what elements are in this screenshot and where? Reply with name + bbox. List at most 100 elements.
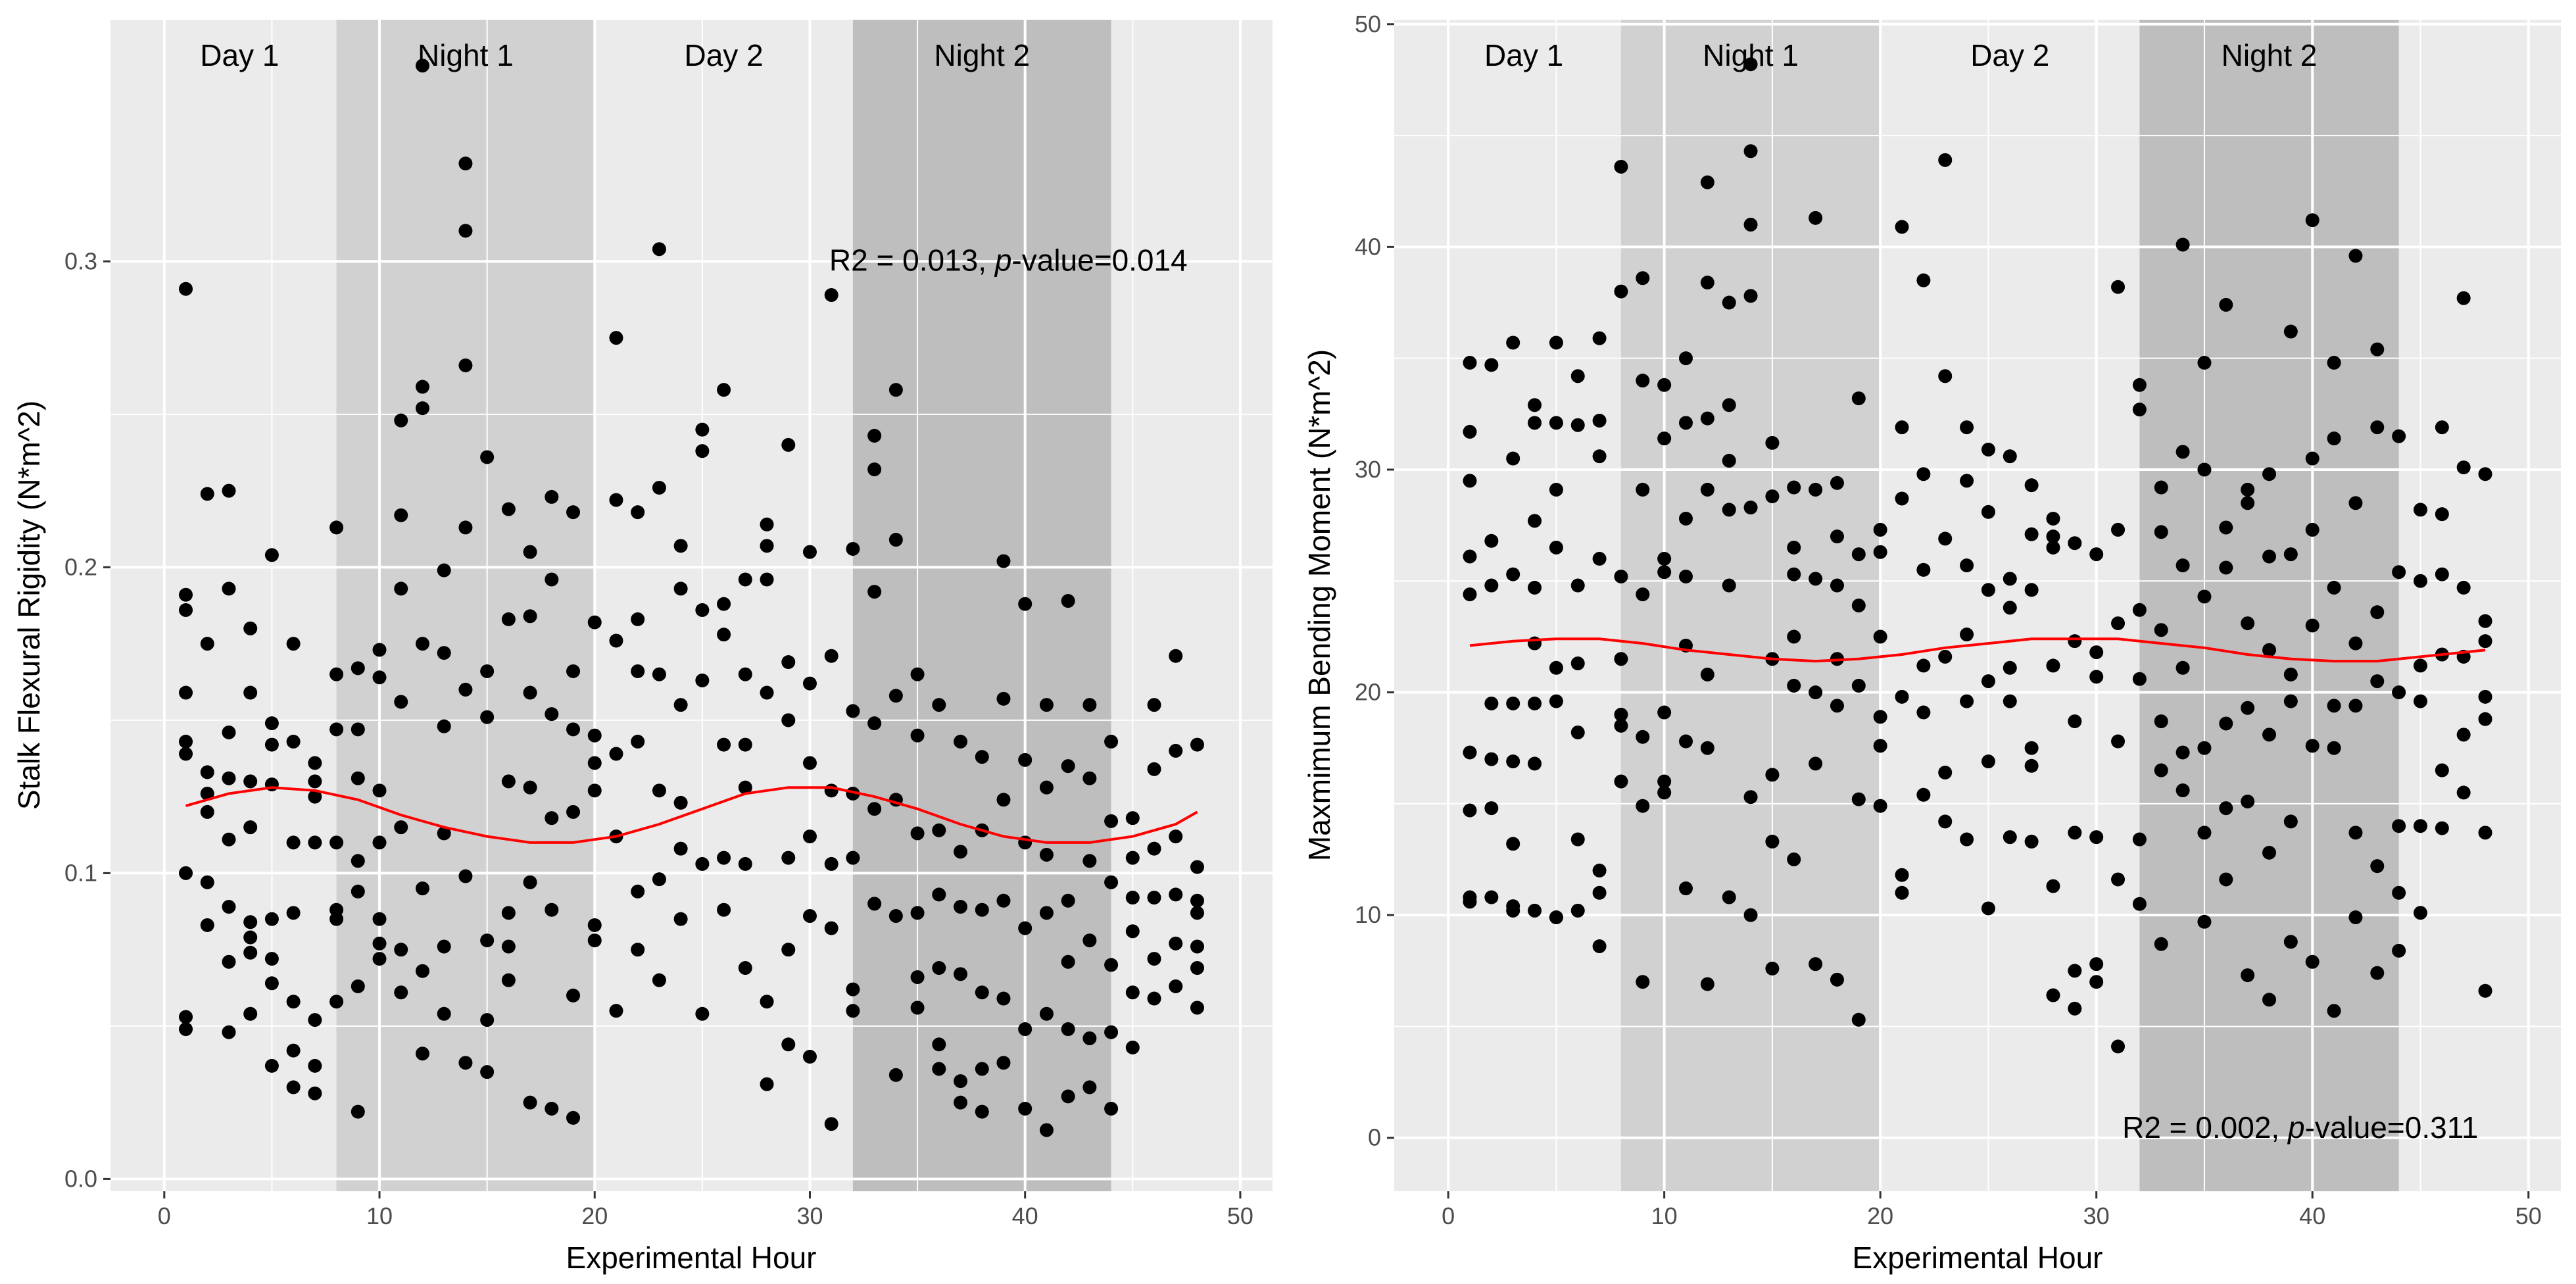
data-point bbox=[695, 1006, 710, 1021]
data-point bbox=[760, 1077, 774, 1091]
data-point bbox=[200, 765, 214, 779]
data-point bbox=[1147, 762, 1161, 776]
data-point bbox=[2089, 830, 2104, 845]
data-point bbox=[1549, 335, 1563, 350]
data-point bbox=[179, 1010, 193, 1024]
data-point bbox=[695, 444, 710, 458]
data-point bbox=[1190, 737, 1204, 752]
data-point bbox=[738, 737, 752, 752]
period-label: Night 1 bbox=[418, 38, 514, 72]
data-point bbox=[1895, 885, 1909, 900]
data-point bbox=[264, 1058, 279, 1073]
data-point bbox=[1082, 1080, 1097, 1095]
data-point bbox=[1873, 545, 1887, 559]
data-point bbox=[867, 585, 882, 599]
data-point bbox=[1528, 903, 1542, 918]
data-point bbox=[1570, 369, 1585, 383]
data-point bbox=[437, 826, 451, 841]
data-point bbox=[2478, 634, 2492, 649]
data-point bbox=[2327, 580, 2341, 595]
data-point bbox=[1104, 734, 1119, 749]
data-point bbox=[200, 637, 214, 651]
data-point bbox=[2024, 583, 2039, 597]
data-point bbox=[673, 581, 688, 596]
data-point bbox=[2175, 558, 2190, 573]
data-point bbox=[286, 1080, 301, 1095]
data-point bbox=[2046, 530, 2060, 544]
data-point bbox=[415, 964, 429, 978]
fit-line bbox=[1469, 637, 2486, 663]
data-point bbox=[631, 612, 645, 626]
data-point bbox=[1916, 705, 1931, 720]
data-point bbox=[2132, 378, 2147, 392]
data-point bbox=[243, 945, 258, 960]
data-point bbox=[1125, 851, 1140, 865]
data-point bbox=[2392, 565, 2406, 580]
data-point bbox=[179, 747, 193, 761]
data-point bbox=[1830, 530, 1844, 544]
data-point bbox=[2197, 355, 2212, 370]
data-point bbox=[545, 489, 559, 504]
data-point bbox=[2478, 614, 2492, 628]
data-point bbox=[1873, 630, 1887, 644]
x-axis-ticks: 0 10 20 30 40 50 bbox=[158, 1191, 1253, 1229]
data-point bbox=[1614, 284, 1628, 299]
x-tick-label: 50 bbox=[2515, 1202, 2542, 1229]
data-point bbox=[1700, 411, 1714, 426]
data-point bbox=[1679, 569, 1693, 583]
y-tick-label: 0.3 bbox=[64, 247, 97, 274]
data-point bbox=[2219, 520, 2233, 535]
data-point bbox=[1743, 218, 1758, 232]
data-point bbox=[1873, 739, 1887, 753]
data-point bbox=[760, 572, 774, 587]
data-point bbox=[673, 795, 688, 810]
data-point bbox=[631, 734, 645, 749]
data-point bbox=[264, 912, 279, 926]
data-point bbox=[2003, 572, 2017, 586]
data-point bbox=[566, 664, 581, 678]
data-point bbox=[351, 661, 365, 676]
data-point bbox=[2154, 937, 2168, 951]
data-point bbox=[351, 979, 365, 993]
data-point bbox=[1484, 358, 1499, 372]
data-point bbox=[1463, 587, 1477, 602]
data-point bbox=[2348, 249, 2363, 263]
data-point bbox=[609, 747, 623, 761]
data-point bbox=[1981, 754, 1995, 769]
x-axis-ticks: 0 10 20 30 40 50 bbox=[1442, 1191, 2542, 1229]
y-axis-ticks: 0 10 20 30 40 50 bbox=[1355, 11, 1394, 1151]
data-point bbox=[2068, 536, 2082, 551]
night-band bbox=[336, 20, 595, 1191]
x-tick-label: 0 bbox=[158, 1202, 171, 1229]
data-point bbox=[394, 695, 408, 709]
data-point bbox=[2392, 685, 2406, 700]
fit-line bbox=[185, 786, 1198, 844]
data-point bbox=[2370, 420, 2385, 435]
data-point bbox=[437, 719, 451, 733]
data-point bbox=[2392, 429, 2406, 443]
data-point bbox=[1614, 159, 1628, 174]
data-point bbox=[1528, 514, 1542, 528]
data-point bbox=[2068, 826, 2082, 840]
data-point bbox=[846, 704, 860, 718]
data-point bbox=[372, 952, 387, 966]
data-point bbox=[2154, 763, 2168, 778]
data-point bbox=[910, 1000, 925, 1015]
data-point bbox=[1981, 901, 1995, 916]
data-point bbox=[867, 897, 882, 911]
data-point bbox=[2046, 658, 2060, 673]
grid-lines bbox=[1394, 20, 2561, 1191]
data-point bbox=[1484, 752, 1499, 766]
data-point bbox=[2219, 716, 2233, 731]
data-point bbox=[2111, 280, 2126, 294]
data-point bbox=[867, 428, 882, 443]
data-point bbox=[1851, 678, 1866, 693]
data-point bbox=[1657, 785, 1672, 800]
data-point bbox=[888, 908, 903, 923]
data-point bbox=[631, 884, 645, 899]
data-point bbox=[1169, 887, 1183, 902]
data-point bbox=[1463, 355, 1477, 370]
x-axis-title: Experimental Hour bbox=[566, 1241, 817, 1275]
data-point bbox=[1830, 972, 1844, 987]
data-point bbox=[545, 572, 559, 587]
